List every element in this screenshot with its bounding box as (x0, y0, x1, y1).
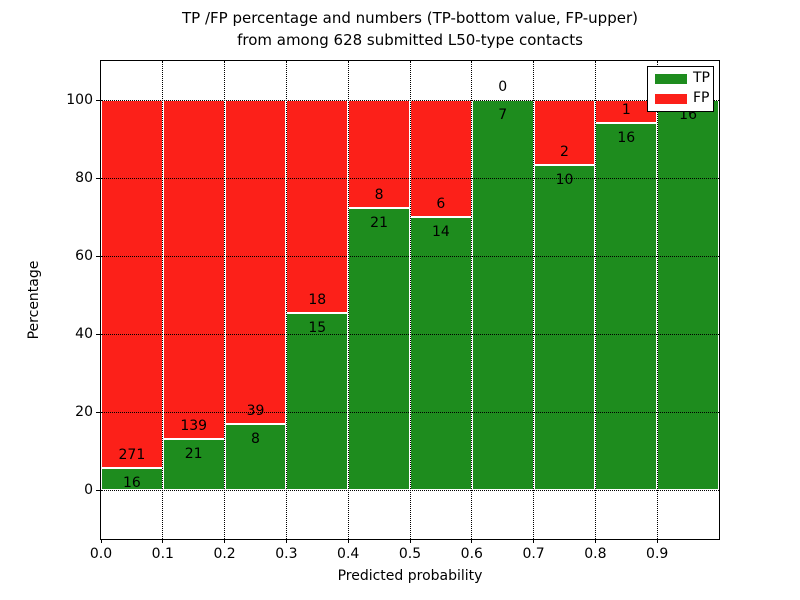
chart-title-line2: from among 628 submitted L50-type contac… (237, 31, 583, 49)
y-tick-label: 100 (66, 92, 93, 109)
tp-count-label: 16 (617, 129, 636, 146)
x-tick (594, 539, 596, 543)
legend: TP FP (647, 66, 714, 112)
x-tick (409, 539, 411, 543)
bar-segment-fp (162, 100, 225, 439)
legend-item-fp: FP (648, 89, 713, 109)
x-tick-label: 0.9 (646, 546, 669, 562)
legend-swatch-tp (655, 74, 687, 84)
tp-count-label: 14 (431, 224, 450, 241)
legend-label-fp: FP (693, 90, 710, 106)
bar-segment-tp (162, 439, 225, 491)
x-tick (471, 539, 473, 543)
v-gridline (656, 61, 658, 539)
v-gridline (471, 61, 473, 539)
bar-segment-fp (101, 100, 163, 469)
x-tick (347, 539, 349, 543)
x-tick (533, 539, 535, 543)
y-tick (96, 411, 100, 413)
fp-count-label: 0 (498, 79, 508, 96)
tp-count-label: 7 (498, 107, 508, 124)
x-tick (224, 539, 226, 543)
y-tick (96, 255, 100, 257)
v-gridline (224, 61, 226, 539)
bar-segment-fp (286, 100, 349, 313)
fp-count-label: 271 (118, 447, 146, 464)
x-tick (285, 539, 287, 543)
y-tick (96, 333, 100, 335)
bar-segment-tp (410, 217, 472, 491)
fp-count-label: 18 (308, 291, 327, 308)
tp-count-label: 16 (122, 475, 141, 492)
x-tick-label: 0.0 (89, 546, 113, 562)
v-gridline (285, 61, 287, 539)
y-tick-label: 20 (75, 404, 93, 421)
tp-count-label: 10 (555, 172, 574, 189)
tp-count-label: 21 (370, 214, 389, 231)
y-tick-label: 80 (75, 170, 93, 187)
tp-count-label: 21 (184, 446, 203, 462)
x-tick-label: 0.5 (398, 546, 422, 562)
y-tick (96, 177, 100, 179)
fp-count-label: 6 (436, 196, 446, 213)
tp-count-label: 8 (251, 430, 260, 447)
x-tick-label: 0.7 (522, 546, 545, 562)
x-tick-label: 0.3 (275, 546, 298, 562)
y-tick-label: 60 (75, 248, 93, 265)
plot-area: 2711613921398181582161407210116016TPFP (100, 60, 720, 540)
x-tick-label: 0.1 (151, 546, 174, 562)
fp-count-label: 139 (180, 418, 208, 434)
bar-segment-fp (348, 100, 410, 208)
fp-count-label: 1 (621, 101, 631, 118)
x-tick-label: 0.8 (584, 546, 607, 562)
legend-label-tp: TP (693, 70, 710, 86)
x-tick (656, 539, 658, 543)
y-tick (96, 99, 100, 101)
v-gridline (409, 61, 411, 539)
v-gridline (594, 61, 596, 539)
fp-count-label: 8 (374, 186, 384, 203)
chart-title: TP /FP percentage and numbers (TP-bottom… (100, 7, 720, 51)
x-tick-label: 0.2 (213, 546, 236, 562)
x-tick-label: 0.6 (460, 546, 483, 562)
fp-count-label: 39 (246, 402, 265, 419)
x-tick-label: 0.4 (337, 546, 360, 562)
bar-segment-tp (224, 423, 287, 491)
chart-title-line1: TP /FP percentage and numbers (TP-bottom… (182, 9, 638, 27)
v-gridline (162, 61, 164, 539)
legend-item-tp: TP (648, 69, 713, 89)
tp-count-label: 15 (308, 319, 327, 336)
bar-segment-tp (657, 100, 719, 491)
bar-segment-tp (348, 207, 410, 491)
x-tick (162, 539, 164, 543)
bar-segment-tp (533, 165, 596, 491)
bar-segment-fp (224, 100, 287, 424)
bar-segment-tp (471, 100, 534, 491)
bar-segment-tp (286, 312, 349, 491)
fp-count-label: 2 (560, 144, 569, 161)
y-tick-label: 0 (84, 482, 93, 499)
v-gridline (347, 61, 349, 539)
y-tick (96, 489, 100, 491)
x-tick (100, 539, 102, 543)
v-gridline (533, 61, 535, 539)
legend-swatch-fp (655, 94, 687, 104)
x-axis-label: Predicted probability (337, 568, 483, 584)
y-tick-label: 40 (75, 326, 93, 343)
